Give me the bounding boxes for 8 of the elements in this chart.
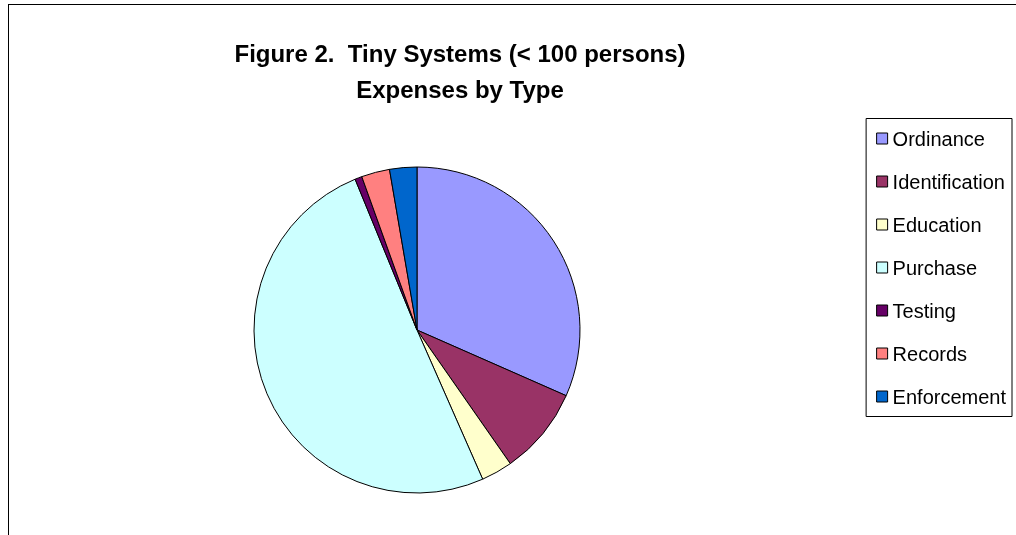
chart-title: Figure 2. Tiny Systems (< 100 persons) Expenses by Type bbox=[234, 39, 686, 103]
legend-label: Testing bbox=[892, 299, 956, 322]
legend-label: Records bbox=[892, 342, 968, 365]
legend-label: Identification bbox=[892, 170, 1005, 193]
legend-label: Ordinance bbox=[892, 127, 985, 150]
legend-label: Purchase bbox=[892, 256, 978, 279]
legend-label: Education bbox=[892, 213, 982, 236]
legend-label: Enforcement bbox=[892, 385, 1007, 408]
